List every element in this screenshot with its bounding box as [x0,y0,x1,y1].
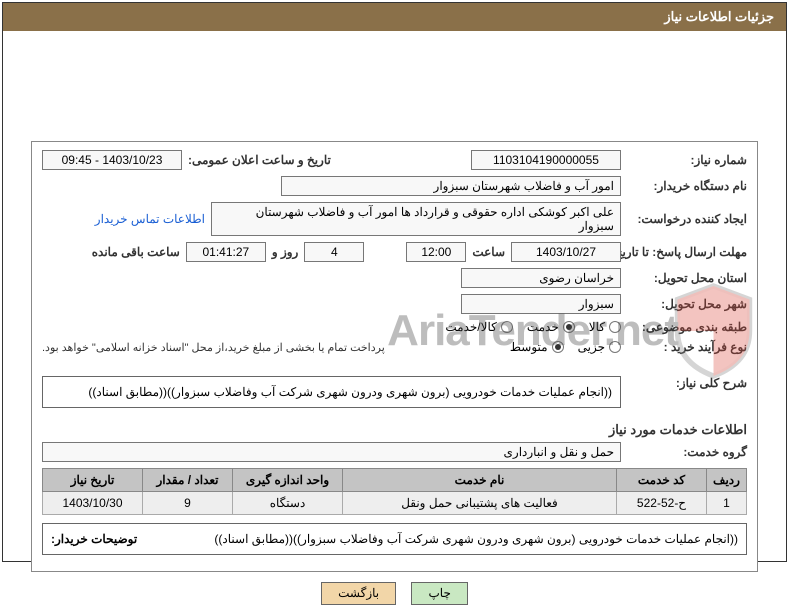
services-section-title: اطلاعات خدمات مورد نیاز [42,422,747,438]
need-number-value: 1103104190000055 [471,150,621,170]
contact-link[interactable]: اطلاعات تماس خریدار [95,212,205,226]
cell-row: 1 [707,492,747,515]
payment-note: پرداخت تمام یا بخشی از مبلغ خرید،از محل … [42,341,385,354]
deadline-time: 12:00 [406,242,466,262]
th-name: نام خدمت [343,469,617,492]
city-label: شهر محل تحویل: [627,297,747,311]
buyer-org-label: نام دستگاه خریدار: [627,179,747,193]
announce-value: 1403/10/23 - 09:45 [42,150,182,170]
buyer-org-value: امور آب و فاضلاب شهرستان سبزوار [281,176,621,196]
category-service[interactable]: خدمت [527,320,575,334]
category-label: طبقه بندی موضوعی: [627,320,747,334]
requester-value: علی اکبر کوشکی اداره حقوقی و قرارداد ها … [211,202,621,236]
cell-qty: 9 [143,492,233,515]
announce-label: تاریخ و ساعت اعلان عمومی: [188,153,331,167]
th-unit: واحد اندازه گیری [233,469,343,492]
desc-text: ((انجام عملیات خدمات خودرویی (برون شهری … [88,385,612,399]
print-button[interactable]: چاپ [411,582,467,605]
buyer-note-label: توضیحات خریدار: [51,532,137,546]
province-label: استان محل تحویل: [627,271,747,285]
group-value: حمل و نقل و انبارداری [42,442,621,462]
th-row: ردیف [707,469,747,492]
city-value: سبزوار [461,294,621,314]
deadline-label: مهلت ارسال پاسخ: تا تاریخ: [627,245,747,259]
th-code: کد خدمت [617,469,707,492]
category-radio-group: کالا خدمت کالا/خدمت [445,320,621,334]
days-value: 4 [304,242,364,262]
th-date: تاریخ نیاز [43,469,143,492]
process-label: نوع فرآیند خرید : [627,340,747,354]
panel-header: جزئیات اطلاعات نیاز [3,3,786,31]
cell-date: 1403/10/30 [43,492,143,515]
services-table: ردیف کد خدمت نام خدمت واحد اندازه گیری ت… [42,468,747,515]
group-label: گروه خدمت: [627,445,747,459]
days-label: روز و [272,245,299,259]
desc-label: شرح کلی نیاز: [627,376,747,390]
details-panel: شماره نیاز: 1103104190000055 تاریخ و ساع… [31,141,758,572]
desc-box: ((انجام عملیات خدمات خودرویی (برون شهری … [42,376,621,408]
th-qty: تعداد / مقدار [143,469,233,492]
province-value: خراسان رضوی [461,268,621,288]
cell-unit: دستگاه [233,492,343,515]
remaining-label: ساعت باقی مانده [92,245,180,259]
need-number-label: شماره نیاز: [627,153,747,167]
cell-code: ح-52-522 [617,492,707,515]
process-partial[interactable]: جزیی [578,340,621,354]
buyer-note-box: ((انجام عملیات خدمات خودرویی (برون شهری … [42,523,747,555]
process-radio-group: جزیی متوسط [510,340,621,354]
table-row: 1 ح-52-522 فعالیت های پشتیبانی حمل ونقل … [43,492,747,515]
deadline-date: 1403/10/27 [511,242,621,262]
time-label: ساعت [472,245,505,259]
table-header-row: ردیف کد خدمت نام خدمت واحد اندازه گیری ت… [43,469,747,492]
button-row: چاپ بازگشت [31,582,758,605]
category-both[interactable]: کالا/خدمت [445,320,512,334]
panel-title: جزئیات اطلاعات نیاز [664,9,774,24]
process-medium[interactable]: متوسط [510,340,564,354]
requester-label: ایجاد کننده درخواست: [627,212,747,226]
buyer-note-text: ((انجام عملیات خدمات خودرویی (برون شهری … [147,532,738,546]
back-button[interactable]: بازگشت [321,582,396,605]
cell-name: فعالیت های پشتیبانی حمل ونقل [343,492,617,515]
category-goods[interactable]: کالا [589,320,621,334]
countdown-value: 01:41:27 [186,242,266,262]
